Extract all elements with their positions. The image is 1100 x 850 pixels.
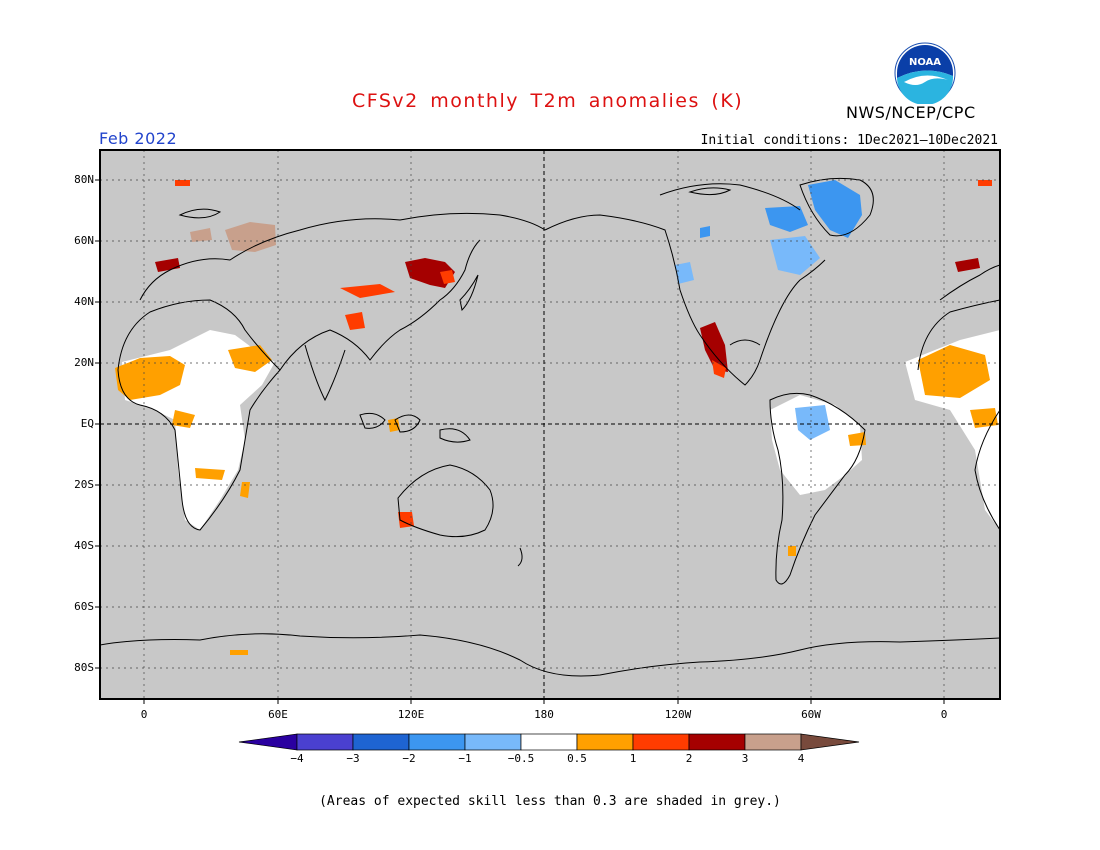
lat-label-60n: 60N	[74, 234, 94, 247]
lon-label-120w: 120W	[664, 708, 692, 721]
colorbar-tick: 2	[685, 752, 693, 765]
agency-label: NWS/NCEP/CPC	[846, 103, 976, 122]
colorbar-bin	[520, 733, 578, 751]
colorbar-tick: −4	[290, 752, 304, 765]
lon-label-0: 0	[140, 708, 148, 721]
lat-label-20s: 20S	[74, 478, 94, 491]
colorbar-tick: 4	[797, 752, 805, 765]
colorbar-bin	[576, 733, 634, 751]
colorbar-arrow-high	[800, 733, 860, 751]
lat-label-eq: EQ	[80, 417, 94, 430]
lon-label-60w: 60W	[801, 708, 821, 721]
noaa-logo-icon: NOAA	[894, 42, 956, 104]
anomaly-shading	[115, 180, 998, 655]
logo-text: NOAA	[909, 57, 941, 68]
colorbar-tick: −0.5	[507, 752, 535, 765]
colorbar-tick: 3	[741, 752, 749, 765]
lon-label-120e: 120E	[397, 708, 425, 721]
colorbar-bin	[464, 733, 522, 751]
colorbar-arrow-low	[238, 733, 298, 751]
lon-label-180: 180	[534, 708, 554, 721]
initial-conditions: Initial conditions: 1Dec2021—10Dec2021	[700, 133, 998, 148]
lat-label-20n: 20N	[74, 356, 94, 369]
lat-label-40s: 40S	[74, 539, 94, 552]
colorbar-tick: 1	[629, 752, 637, 765]
colorbar-bin	[352, 733, 410, 751]
skill-footnote: (Areas of expected skill less than 0.3 a…	[319, 794, 781, 809]
colorbar-bin	[688, 733, 746, 751]
colorbar-bin	[408, 733, 466, 751]
colorbar-tick: 0.5	[567, 752, 587, 765]
lat-label-60s: 60S	[74, 600, 94, 613]
forecast-period: Feb 2022	[99, 129, 178, 148]
map-title: CFSv2 monthly T2m anomalies (K)	[352, 90, 744, 112]
colorbar-bin	[632, 733, 690, 751]
colorbar-tick: −1	[458, 752, 472, 765]
lon-label-0-east: 0	[940, 708, 948, 721]
graticule	[100, 150, 1000, 699]
colorbar-bin	[744, 733, 802, 751]
colorbar-bin	[296, 733, 354, 751]
colorbar-tick: −3	[346, 752, 360, 765]
coastlines	[100, 177, 1000, 677]
lon-label-60e: 60E	[268, 708, 288, 721]
colorbar-tick: −2	[402, 752, 416, 765]
lat-label-80s: 80S	[74, 661, 94, 674]
axis-ticks	[95, 179, 945, 704]
lat-label-80n: 80N	[74, 173, 94, 186]
lat-label-40n: 40N	[74, 295, 94, 308]
